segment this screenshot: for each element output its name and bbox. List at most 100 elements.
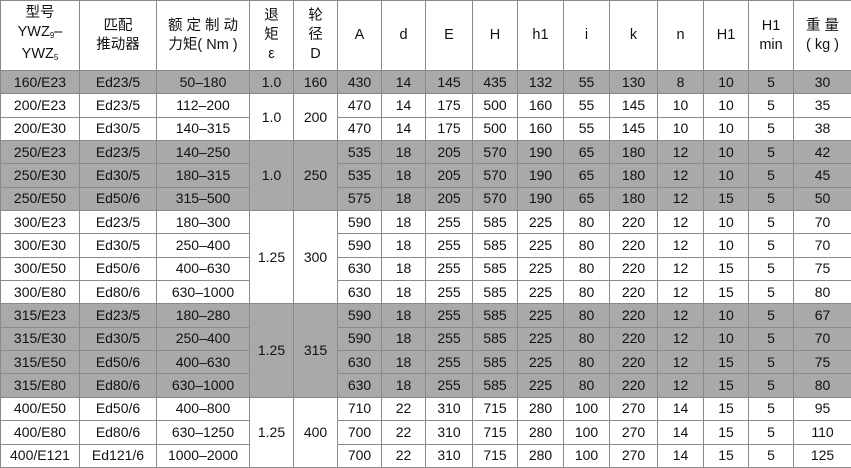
k-cell: 180 [609,163,658,188]
table-row: 400/E50 Ed50/6 400–800 1.25 400 710 22 310 715 28… [0,396,851,468]
H1-cell: 10 [703,163,749,188]
A-cell: 535 [337,163,382,188]
epsilon-cell: 1.0 [249,93,294,142]
actuator-cell: Ed23/5 [79,93,157,118]
table-body: 160/E23 Ed23/5 50–180 1.0 160 430 14 145 435 132 5… [0,69,851,468]
table-row: 315/E80 Ed80/6 630–1000 630 18 255 585 225 80 220… [0,373,851,398]
n-cell: 12 [657,256,704,282]
A-cell: 590 [337,233,382,258]
model-cell: 250/E50 [0,186,80,212]
model-cell: 200/E30 [0,116,80,142]
H1-min-cell: 5 [748,233,794,258]
H1-min-cell: 5 [748,396,794,422]
torque-cell: 630–1000 [156,373,250,398]
header-H1-min: H1 min [748,0,794,71]
H1-min-cell: 5 [748,69,794,95]
torque-cell: 400–630 [156,256,250,282]
actuator-cell: Ed30/5 [79,233,157,258]
A-cell: 590 [337,303,382,328]
h1-cell: 280 [517,420,564,445]
E-cell: 205 [425,186,473,212]
d-cell: 14 [381,69,426,95]
h1-cell: 225 [517,350,564,375]
A-cell: 630 [337,350,382,375]
d-cell: 18 [381,186,426,212]
table-row: 400/E80 Ed80/6 630–1250 700 22 310 715 280 100 27… [0,420,851,445]
E-cell: 255 [425,210,473,235]
A-cell: 470 [337,93,382,118]
actuator-cell: Ed50/6 [79,186,157,212]
H1-cell: 10 [703,303,749,328]
H1-min-cell: 5 [748,93,794,118]
h1-cell: 225 [517,280,564,305]
E-cell: 205 [425,163,473,188]
E-cell: 145 [425,69,473,95]
torque-cell: 180–315 [156,163,250,188]
model-cell: 300/E80 [0,280,80,305]
H-cell: 585 [472,233,518,258]
H-cell: 585 [472,280,518,305]
actuator-cell: Ed80/6 [79,373,157,398]
h1-cell: 225 [517,256,564,282]
A-cell: 470 [337,116,382,142]
d-cell: 14 [381,116,426,142]
i-cell: 100 [563,396,610,422]
actuator-cell: Ed23/5 [79,303,157,328]
H1-cell: 15 [703,350,749,375]
H-cell: 570 [472,186,518,212]
epsilon-cell: 1.25 [249,396,294,468]
torque-cell: 250–400 [156,326,250,352]
header-H: H [472,0,518,71]
i-cell: 100 [563,420,610,445]
weight-cell: 42 [793,140,851,165]
h1-cell: 190 [517,163,564,188]
weight-cell: 30 [793,69,851,95]
header-d: d [381,0,426,71]
torque-cell: 140–250 [156,140,250,165]
weight-cell: 75 [793,256,851,282]
k-cell: 145 [609,93,658,118]
actuator-cell: Ed30/5 [79,116,157,142]
model-cell: 315/E50 [0,350,80,375]
diameter-cell: 250 [293,140,338,212]
d-cell: 18 [381,233,426,258]
H-cell: 585 [472,350,518,375]
k-cell: 270 [609,420,658,445]
A-cell: 630 [337,280,382,305]
A-cell: 700 [337,420,382,445]
E-cell: 310 [425,396,473,422]
weight-cell: 45 [793,163,851,188]
H-cell: 500 [472,116,518,142]
header-H1: H1 [703,0,749,71]
n-cell: 12 [657,350,704,375]
table-row: 300/E23 Ed23/5 180–300 1.25 300 590 18 255 585 22… [0,210,851,305]
model-cell: 250/E30 [0,163,80,188]
n-cell: 12 [657,280,704,305]
k-cell: 180 [609,140,658,165]
torque-cell: 315–500 [156,186,250,212]
torque-cell: 112–200 [156,93,250,118]
d-cell: 18 [381,256,426,282]
n-cell: 12 [657,373,704,398]
A-cell: 710 [337,396,382,422]
n-cell: 12 [657,303,704,328]
H-cell: 585 [472,326,518,352]
table-row: 160/E23 Ed23/5 50–180 1.0 160 430 14 145 435 132 5… [0,69,851,95]
n-cell: 12 [657,326,704,352]
E-cell: 255 [425,326,473,352]
actuator-cell: Ed30/5 [79,326,157,352]
i-cell: 80 [563,373,610,398]
actuator-cell: Ed23/5 [79,140,157,165]
d-cell: 22 [381,420,426,445]
n-cell: 12 [657,210,704,235]
H1-cell: 15 [703,420,749,445]
H1-min-cell: 5 [748,443,794,468]
H1-min-cell: 5 [748,326,794,352]
H1-cell: 10 [703,233,749,258]
H-cell: 500 [472,93,518,118]
actuator-cell: Ed80/6 [79,420,157,445]
k-cell: 220 [609,303,658,328]
d-cell: 18 [381,140,426,165]
H1-min-cell: 5 [748,140,794,165]
actuator-cell: Ed50/6 [79,396,157,422]
